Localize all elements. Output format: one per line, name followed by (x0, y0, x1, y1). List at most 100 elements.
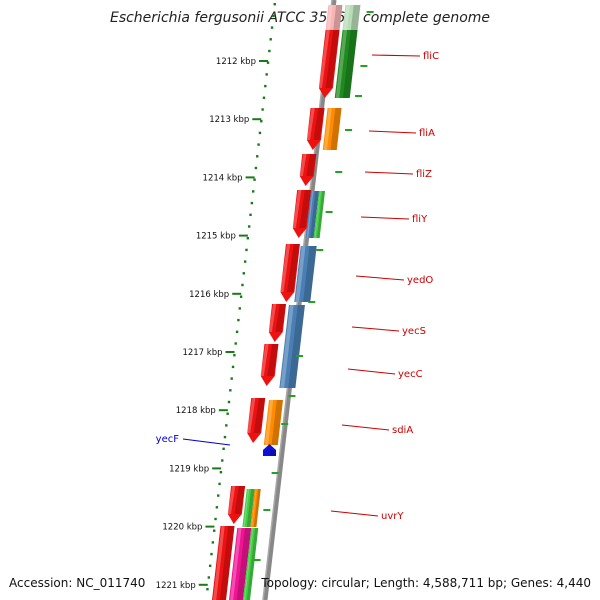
gene-label-fliY: fliY (412, 214, 428, 225)
label-leader-line (368, 130, 417, 134)
ruler-dot (226, 412, 229, 415)
ruler-dot (229, 389, 232, 392)
gene-green-lower[interactable] (243, 528, 259, 600)
map-title: Escherichia fergusonii ATCC 35469, compl… (109, 10, 491, 26)
cds-feature[interactable] (318, 30, 340, 98)
ruler-dot (218, 482, 221, 486)
ruler-dot (235, 330, 239, 333)
ruler-dot (265, 73, 268, 76)
gene-label-fliC: fliC (423, 51, 439, 62)
ruler-dot (206, 588, 209, 591)
ruler-dot (215, 506, 219, 509)
cds-feature[interactable] (212, 526, 235, 600)
gene-uvrY-orange[interactable] (250, 489, 261, 527)
label-leader-line (330, 510, 379, 517)
ruler-dot (253, 178, 256, 181)
cds-feature[interactable] (306, 108, 325, 150)
ruler-dot (242, 272, 245, 275)
ruler-dot (272, 14, 275, 18)
label-leader-line (347, 368, 396, 375)
ruler-dot (225, 424, 228, 427)
faded-gene[interactable] (342, 5, 361, 30)
label-leader-line (364, 171, 414, 175)
ruler-tick-label: 1218 kbp (176, 406, 216, 416)
gene-label-yecC: yecC (398, 369, 423, 380)
ruler-dot (247, 225, 251, 228)
ruler-tick-label: 1220 kbp (162, 523, 202, 533)
cds-feature[interactable] (280, 244, 300, 302)
gene-fliC[interactable] (334, 30, 358, 98)
accession-text: Accession: NC_011740 (9, 576, 146, 590)
cds-feature[interactable] (268, 304, 287, 342)
ruler-dot (211, 541, 215, 544)
ruler-dot (238, 307, 241, 310)
ruler-dots (206, 3, 276, 591)
faded-cds[interactable] (325, 5, 343, 30)
gene-sdiA[interactable] (263, 400, 283, 445)
ruler-dot (246, 237, 250, 240)
feature-track[interactable] (212, 5, 374, 600)
cds-feature[interactable] (292, 190, 312, 238)
ruler-dot (273, 3, 276, 6)
ruler-dot (233, 354, 236, 357)
ruler-dot (214, 517, 217, 521)
cds-feature[interactable] (247, 398, 266, 443)
ruler-dot (270, 26, 274, 29)
label-leader-line (360, 216, 410, 220)
label-leader-line (355, 275, 405, 281)
gene-fliY-blue[interactable] (305, 191, 320, 238)
ruler-dot (261, 108, 264, 111)
label-leader-line (341, 424, 390, 431)
ruler-dot (252, 190, 255, 193)
gene-labels: fliC fliA fliZ fliY yedO yecS yecC sdiA yecF uvrY (156, 51, 439, 522)
ruler-dot (241, 283, 244, 287)
ruler-dot (256, 155, 259, 158)
ruler-dot (207, 576, 211, 579)
ruler-tick-label: 1213 kbp (209, 115, 249, 125)
ruler-dot (250, 201, 254, 205)
label-leader-line (351, 326, 400, 332)
cds-feature[interactable] (299, 154, 317, 186)
gene-label-uvrY: uvrY (381, 511, 404, 522)
ruler-dot (269, 38, 272, 41)
ruler-dot (260, 120, 263, 123)
ruler-tick-label: 1217 kbp (182, 348, 222, 358)
gene-label-yecF: yecF (156, 434, 180, 445)
topology-text: Topology: circular; Length: 4,588,711 bp… (261, 576, 591, 590)
ruler-dot (237, 318, 240, 322)
ruler-tick-label: 1214 kbp (203, 173, 243, 183)
ruler-tick-label: 1221 kbp (156, 581, 196, 591)
ruler-dot (222, 447, 225, 450)
gene-label-fliZ: fliZ (416, 169, 432, 180)
ruler-dot (249, 213, 252, 216)
ruler-dot (231, 365, 235, 369)
gene-label-fliA: fliA (419, 128, 435, 139)
gene-yedO[interactable] (294, 246, 317, 302)
cds-feature[interactable] (227, 486, 246, 524)
ruler-dot (264, 84, 267, 88)
ruler-dot (254, 166, 258, 170)
ruler-dot (208, 564, 212, 567)
label-leader-line (371, 54, 421, 57)
gene-yecF[interactable] (263, 444, 276, 456)
ruler-tick-label: 1215 kbp (196, 232, 236, 242)
ruler-dot (262, 96, 266, 99)
ruler-dot (212, 529, 216, 532)
ruler-dot (268, 49, 271, 53)
cds-feature[interactable] (260, 344, 279, 386)
gene-pink[interactable] (229, 528, 252, 600)
ruler-tick-label: 1212 kbp (216, 57, 256, 67)
gene-fliA[interactable] (322, 108, 342, 150)
ruler-dot (266, 61, 270, 64)
gene-label-sdiA: sdiA (392, 425, 413, 436)
label-leader-line (182, 438, 231, 446)
gene-fliY-green[interactable] (313, 191, 326, 238)
gene-uvrY-green[interactable] (242, 489, 255, 527)
feature-dashes (253, 11, 374, 561)
ruler: 1212 kbp 1213 kbp 1214 kbp 1215 kbp 1216 kbp… (156, 57, 268, 591)
ruler-dot (227, 400, 231, 404)
gene-yecS-yecC[interactable] (279, 305, 305, 388)
ruler-dot (234, 342, 237, 345)
ruler-dot (223, 435, 227, 439)
ruler-dot (210, 552, 213, 556)
